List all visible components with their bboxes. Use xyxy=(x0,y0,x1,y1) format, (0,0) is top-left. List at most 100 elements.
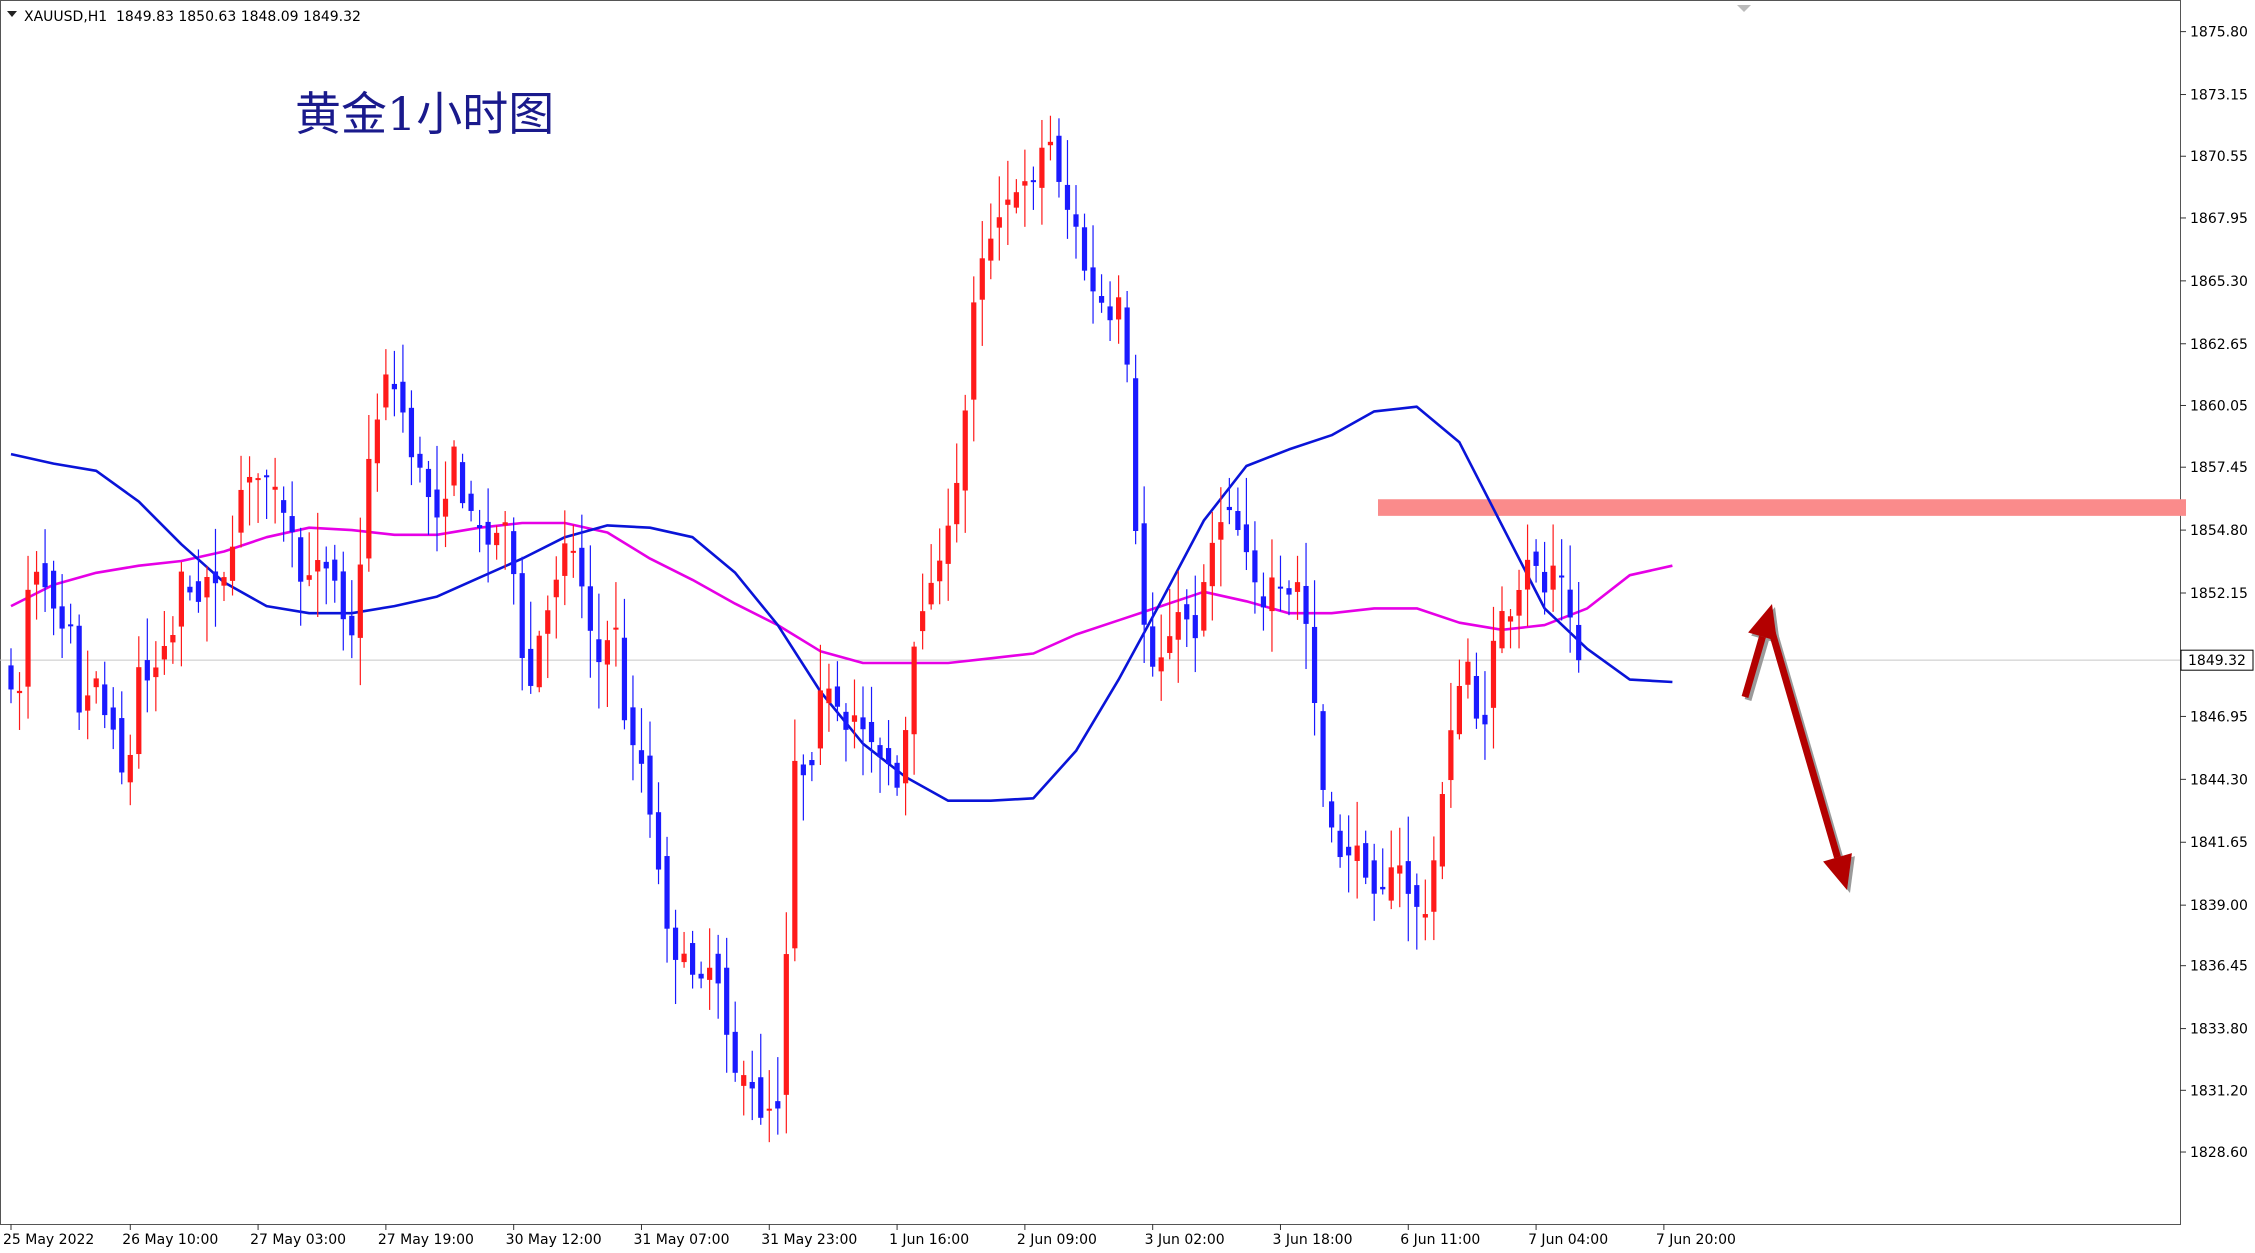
candle-body xyxy=(315,560,321,572)
candle-body xyxy=(400,381,406,413)
candle-body xyxy=(545,610,551,634)
header-dropdown-icon[interactable] xyxy=(7,11,17,17)
candle-body xyxy=(1047,141,1054,146)
candle-body xyxy=(783,954,789,1095)
candle xyxy=(51,560,57,636)
candle xyxy=(1252,521,1258,614)
candle-body xyxy=(1184,604,1190,620)
candle xyxy=(647,721,653,838)
candle xyxy=(1243,477,1249,571)
candle-body xyxy=(51,570,57,609)
candle-body xyxy=(1414,885,1420,907)
candle xyxy=(903,716,909,816)
candle-body xyxy=(1431,860,1437,912)
candle xyxy=(85,650,91,740)
candle-body xyxy=(1133,378,1139,531)
candle-body xyxy=(59,606,65,629)
time-tick-label: 25 May 2022 xyxy=(3,1232,94,1248)
candle xyxy=(136,636,142,769)
candle-body xyxy=(306,575,312,580)
candle-body xyxy=(664,856,670,929)
candle-body xyxy=(25,589,31,687)
price-tick-label: 1875.80 xyxy=(2190,25,2248,41)
candle-body xyxy=(766,1108,772,1111)
candle-body xyxy=(1448,730,1454,781)
candle xyxy=(1448,682,1454,808)
price-tick-label: 1828.60 xyxy=(2190,1145,2248,1161)
candle xyxy=(178,562,184,667)
time-axis: 25 May 2022 26 May 10:00 27 May 03:00 27 Ma… xyxy=(3,1224,1736,1248)
candle xyxy=(59,574,65,659)
candle xyxy=(1235,487,1241,536)
candle-body xyxy=(459,462,466,504)
time-tick-label: 26 May 10:00 xyxy=(122,1232,218,1248)
candle xyxy=(741,1060,747,1116)
candle xyxy=(570,524,576,578)
candle xyxy=(1465,638,1471,699)
candle-body xyxy=(1567,589,1573,618)
candle-body xyxy=(1499,611,1505,649)
candle-body xyxy=(979,258,985,300)
candle-body xyxy=(1175,612,1181,640)
candle-body xyxy=(1201,582,1207,631)
candle xyxy=(502,511,508,570)
candle xyxy=(1516,569,1522,649)
candle xyxy=(1056,118,1062,198)
candle-body xyxy=(1150,626,1156,667)
candle-body xyxy=(1039,147,1045,188)
candle xyxy=(851,679,858,749)
candle xyxy=(306,532,312,587)
candle-body xyxy=(1329,801,1335,828)
candle-body xyxy=(1269,577,1275,612)
candle xyxy=(1482,671,1488,760)
time-tick-label: 1 Jun 16:00 xyxy=(889,1232,969,1248)
candle xyxy=(468,480,474,522)
candle-body xyxy=(357,564,363,638)
candle xyxy=(187,575,193,601)
candle xyxy=(1533,539,1539,583)
candle-body xyxy=(851,715,858,722)
candle xyxy=(298,527,304,626)
candle-body xyxy=(1286,588,1292,595)
candle xyxy=(1107,281,1113,342)
candle-body xyxy=(621,637,628,721)
candle-body xyxy=(511,531,517,575)
candle-body xyxy=(1303,585,1309,624)
candle-body xyxy=(1388,867,1394,901)
candle-body xyxy=(468,493,474,511)
resistance-band xyxy=(1378,499,2186,516)
candle-body xyxy=(1524,559,1531,590)
candle xyxy=(868,686,875,773)
candle-body xyxy=(792,760,798,949)
candle xyxy=(707,928,713,1010)
candle xyxy=(1064,140,1071,239)
candle-body xyxy=(570,550,576,553)
candle-body xyxy=(502,522,508,526)
candle-body xyxy=(630,707,636,746)
candle xyxy=(212,528,219,627)
price-axis: 1875.80 1873.15 1870.55 1867.95 1865.30 1862.… xyxy=(2180,25,2254,1161)
shift-marker-icon[interactable] xyxy=(1737,5,1751,12)
arrow-down-head xyxy=(1823,853,1852,890)
candle xyxy=(1184,589,1190,648)
candle-body xyxy=(596,639,602,663)
candle-body xyxy=(195,581,202,602)
candle xyxy=(451,440,457,497)
candle-body xyxy=(707,967,713,980)
candle-body xyxy=(903,730,909,784)
candle-body xyxy=(672,927,679,960)
candle-body xyxy=(366,458,372,559)
candle-body xyxy=(826,688,832,704)
time-tick-label: 27 May 03:00 xyxy=(250,1232,346,1248)
candle-body xyxy=(562,543,568,576)
candle xyxy=(1201,564,1207,637)
ma-magenta-line xyxy=(10,521,1673,665)
candle xyxy=(1175,570,1181,683)
candle xyxy=(1576,581,1582,673)
candle xyxy=(1218,487,1224,587)
candle xyxy=(579,514,585,619)
candle xyxy=(894,755,900,796)
candle xyxy=(229,515,236,596)
candle xyxy=(681,931,687,968)
